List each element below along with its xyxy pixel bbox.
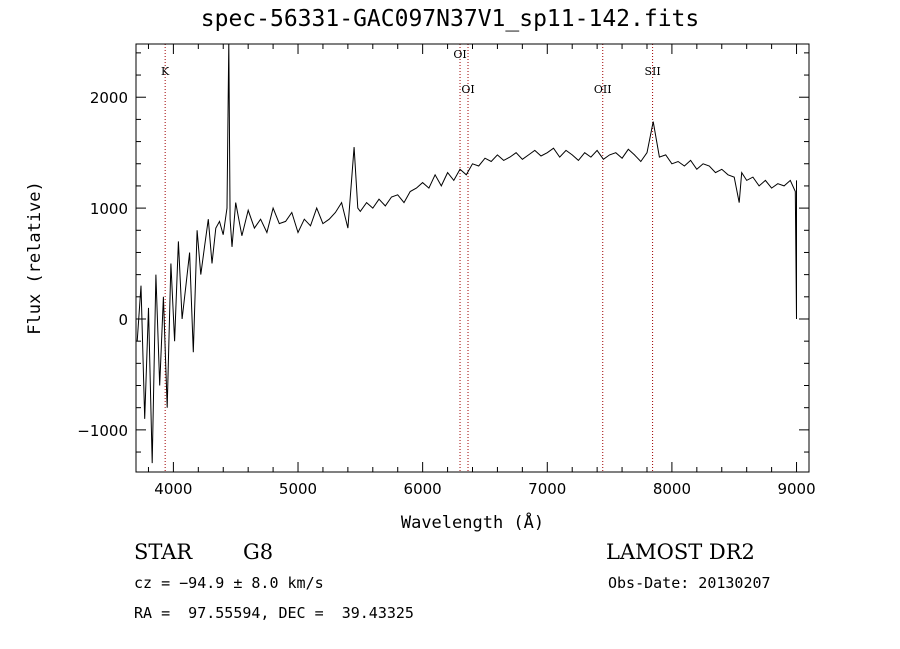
observation-date: Obs-Date: 20130207 — [608, 574, 771, 592]
marker-label: OII — [594, 83, 612, 96]
axis-labels: K OI OI OII SII 4000 5000 6000 7000 8000 9000 −1000… — [25, 48, 816, 533]
y-tick-label: 0 — [118, 311, 128, 329]
object-class: STAR — [134, 540, 193, 564]
y-axis-label: Flux (relative) — [25, 181, 45, 335]
y-tick-label: 2000 — [90, 89, 128, 107]
marker-label: SII — [644, 65, 660, 78]
line-markers — [164, 44, 654, 472]
series-layer — [136, 44, 797, 464]
x-tick-label: 5000 — [279, 480, 317, 498]
marker-label: OI — [461, 83, 474, 96]
plot-frame — [135, 43, 810, 473]
marker-label: OI — [453, 48, 466, 61]
series-line-flux — [136, 44, 797, 464]
marker-label: K — [161, 65, 170, 78]
x-tick-label: 8000 — [653, 480, 691, 498]
x-tick-label: 6000 — [404, 480, 442, 498]
coordinates: RA = 97.55594, DEC = 39.43325 — [134, 604, 414, 622]
axis-ticks — [136, 44, 809, 472]
spectral-subclass: G8 — [243, 540, 274, 564]
x-tick-label: 7000 — [528, 480, 566, 498]
y-tick-label: −1000 — [77, 422, 128, 440]
survey-name: LAMOST DR2 — [606, 540, 755, 564]
chart-title: spec-56331-GAC097N37V1_sp11-142.fits — [200, 6, 700, 32]
x-tick-label: 4000 — [154, 480, 192, 498]
y-tick-label: 1000 — [90, 200, 128, 218]
redshift-value: cz = −94.9 ± 8.0 km/s — [134, 574, 324, 592]
x-axis-label: Wavelength (Å) — [401, 511, 544, 533]
x-tick-label: 9000 — [777, 480, 815, 498]
